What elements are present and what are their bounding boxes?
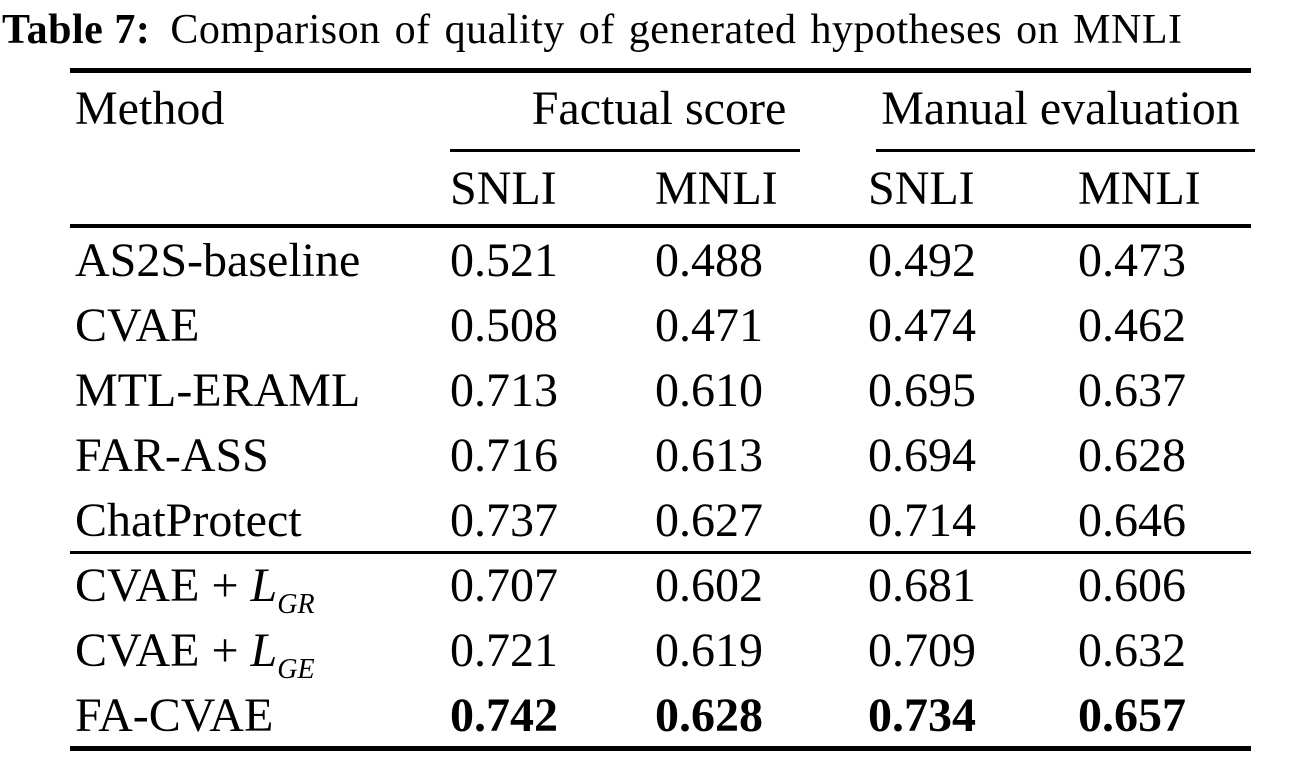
bottom-rule — [70, 746, 1251, 751]
group-header-row: Method Factual score Manual evaluation — [70, 68, 1253, 150]
value-cell: 0.694 — [868, 428, 976, 482]
value-cell: 0.721 — [450, 623, 558, 677]
value-cell: 0.714 — [868, 493, 976, 547]
results-table: Method Factual score Manual evaluation S… — [70, 68, 1253, 748]
value-cell: 0.628 — [1078, 428, 1186, 482]
value-cell: 0.473 — [1078, 233, 1186, 287]
method-cell: MTL-ERAML — [70, 358, 450, 423]
mnli-column-header-manual: MNLI — [1078, 162, 1201, 215]
value-cell: 0.637 — [1078, 363, 1186, 417]
method-math-symbol: L — [250, 558, 278, 612]
method-cell: CVAE — [70, 293, 450, 358]
snli-column-header-manual: SNLI — [868, 162, 975, 215]
snli-column-header-factual: SNLI — [450, 162, 557, 215]
caption-label: Table 7: — [2, 7, 151, 53]
header-rule — [70, 224, 1251, 228]
method-cell: FAR-ASS — [70, 423, 450, 488]
value-cell: 0.627 — [655, 493, 763, 547]
section-divider-rule — [70, 551, 1251, 554]
top-rule — [70, 68, 1251, 73]
method-subscript: GR — [277, 588, 315, 620]
method-column-header: Method — [75, 82, 225, 135]
method-cell: FA-CVAE — [70, 683, 450, 748]
manual-evaluation-group-header: Manual evaluation — [881, 82, 1240, 135]
method-label: FA-CVAE — [75, 688, 274, 742]
table-row: MTL-ERAML 0.713 0.610 0.695 0.637 — [70, 358, 1253, 423]
value-cell: 0.713 — [450, 363, 558, 417]
method-label: CVAE + — [75, 558, 251, 612]
method-label: FAR-ASS — [75, 428, 269, 482]
value-cell: 0.681 — [868, 558, 976, 612]
method-cell: ChatProtect — [70, 488, 450, 553]
mnli-column-header-factual: MNLI — [655, 162, 778, 215]
value-cell: 0.610 — [655, 363, 763, 417]
manual-evaluation-cmidrule — [876, 149, 1255, 152]
factual-score-group-header: Factual score — [531, 82, 787, 135]
method-subscript: GE — [277, 653, 315, 685]
value-cell: 0.695 — [868, 363, 976, 417]
method-math-symbol: L — [250, 623, 278, 677]
value-cell: 0.521 — [450, 233, 558, 287]
method-cell: AS2S-baseline — [70, 228, 450, 293]
value-cell: 0.716 — [450, 428, 558, 482]
value-cell: 0.474 — [868, 298, 976, 352]
value-cell: 0.628 — [655, 688, 763, 742]
value-cell: 0.508 — [450, 298, 558, 352]
table-row: FA-CVAE 0.742 0.628 0.734 0.657 — [70, 683, 1253, 748]
method-label: ChatProtect — [75, 493, 302, 547]
value-cell: 0.492 — [868, 233, 976, 287]
method-label: CVAE — [75, 298, 200, 352]
table-row: CVAE 0.508 0.471 0.474 0.462 — [70, 293, 1253, 358]
value-cell: 0.462 — [1078, 298, 1186, 352]
method-cell: CVAE + LGE — [70, 618, 450, 683]
method-label: AS2S-baseline — [75, 233, 361, 287]
value-cell: 0.606 — [1078, 558, 1186, 612]
value-cell: 0.488 — [655, 233, 763, 287]
value-cell: 0.742 — [450, 688, 558, 742]
table-row: CVAE + LGE 0.721 0.619 0.709 0.632 — [70, 618, 1253, 683]
value-cell: 0.734 — [868, 688, 976, 742]
factual-score-cmidrule — [450, 149, 800, 152]
method-label: CVAE + — [75, 623, 251, 677]
value-cell: 0.646 — [1078, 493, 1186, 547]
table-row: AS2S-baseline 0.521 0.488 0.492 0.473 — [70, 228, 1253, 293]
value-cell: 0.471 — [655, 298, 763, 352]
empty-header-cell — [70, 150, 450, 228]
method-cell: CVAE + LGR — [70, 553, 450, 618]
table-row: ChatProtect 0.737 0.627 0.714 0.646 — [70, 488, 1253, 553]
value-cell: 0.657 — [1078, 688, 1186, 742]
value-cell: 0.709 — [868, 623, 976, 677]
table-row: FAR-ASS 0.716 0.613 0.694 0.628 — [70, 423, 1253, 488]
caption-text: Comparison of quality of generated hypot… — [170, 7, 1183, 53]
table-caption: Table 7: Comparison of quality of generat… — [2, 6, 1182, 54]
value-cell: 0.602 — [655, 558, 763, 612]
table-row: CVAE + LGR 0.707 0.602 0.681 0.606 — [70, 553, 1253, 618]
sub-header-row: SNLI MNLI SNLI MNLI — [70, 150, 1253, 228]
value-cell: 0.613 — [655, 428, 763, 482]
value-cell: 0.707 — [450, 558, 558, 612]
method-label: MTL-ERAML — [75, 363, 361, 417]
value-cell: 0.619 — [655, 623, 763, 677]
value-cell: 0.632 — [1078, 623, 1186, 677]
value-cell: 0.737 — [450, 493, 558, 547]
